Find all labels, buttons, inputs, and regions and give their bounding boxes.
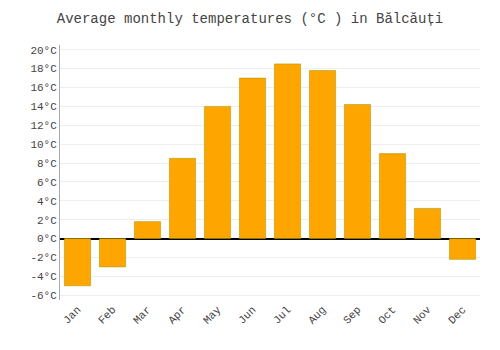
svg-text:Sep: Sep bbox=[341, 304, 363, 326]
svg-text:18°C: 18°C bbox=[30, 63, 57, 75]
svg-text:12°C: 12°C bbox=[30, 120, 57, 132]
svg-text:May: May bbox=[201, 304, 224, 327]
svg-text:8°C: 8°C bbox=[37, 158, 57, 170]
svg-text:-2°C: -2°C bbox=[30, 252, 57, 264]
svg-text:Jan: Jan bbox=[61, 304, 83, 326]
svg-text:20°C: 20°C bbox=[30, 45, 57, 57]
svg-text:4°C: 4°C bbox=[37, 196, 57, 208]
svg-text:-6°C: -6°C bbox=[30, 290, 57, 302]
svg-text:Apr: Apr bbox=[166, 304, 188, 326]
svg-text:Jun: Jun bbox=[236, 304, 258, 326]
svg-text:Average monthly temperatures (: Average monthly temperatures (°C ) in Bă… bbox=[57, 11, 443, 27]
svg-text:10°C: 10°C bbox=[30, 139, 57, 151]
svg-text:16°C: 16°C bbox=[30, 82, 57, 94]
svg-text:Jul: Jul bbox=[271, 304, 293, 326]
svg-text:Feb: Feb bbox=[96, 304, 118, 326]
svg-text:6°C: 6°C bbox=[37, 177, 57, 189]
svg-text:2°C: 2°C bbox=[37, 215, 57, 227]
svg-text:Mar: Mar bbox=[131, 304, 153, 326]
svg-text:Nov: Nov bbox=[411, 304, 434, 327]
svg-text:14°C: 14°C bbox=[30, 101, 57, 113]
svg-text:0°C: 0°C bbox=[37, 233, 57, 245]
svg-text:Aug: Aug bbox=[306, 304, 328, 326]
svg-text:Oct: Oct bbox=[376, 304, 398, 326]
svg-text:-4°C: -4°C bbox=[30, 271, 57, 283]
svg-text:Dec: Dec bbox=[446, 304, 468, 326]
